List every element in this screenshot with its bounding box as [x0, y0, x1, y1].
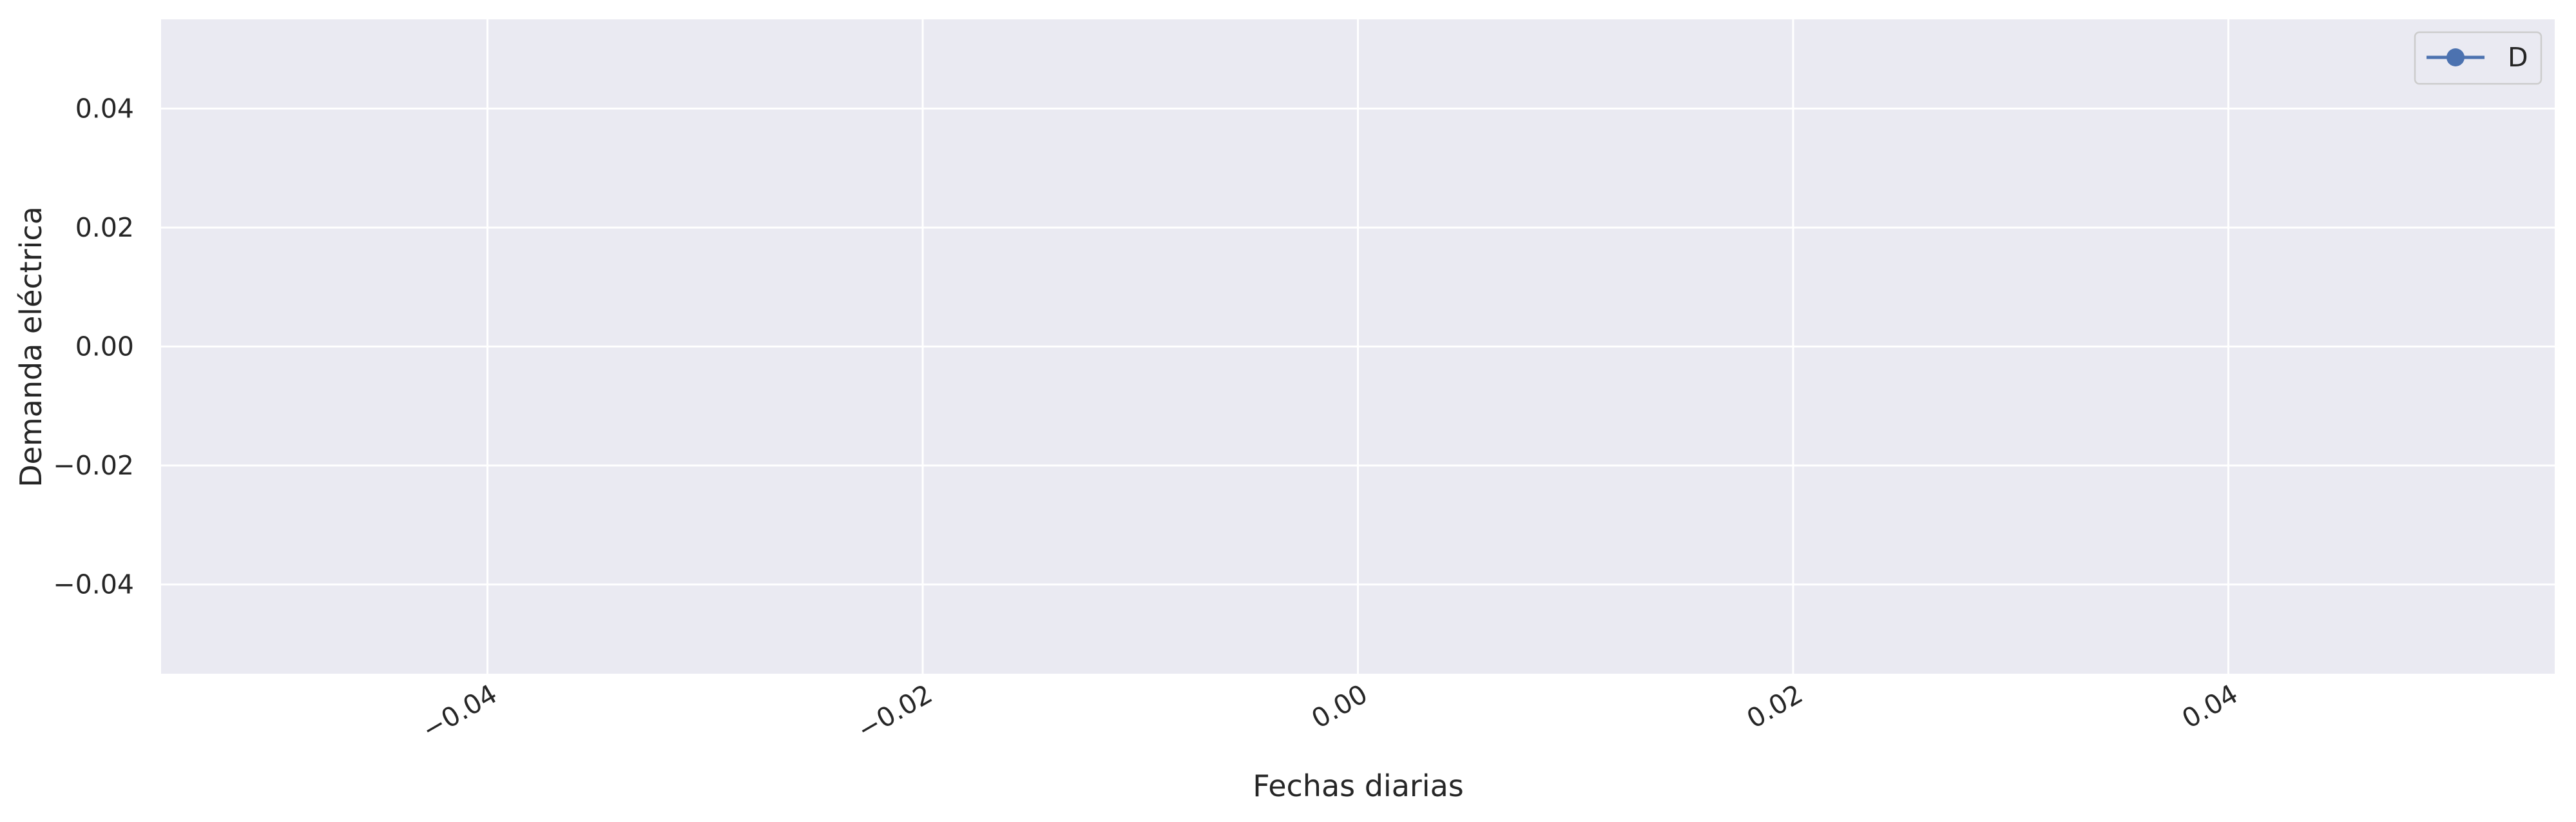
x-axis-label: Fechas diarias: [1253, 768, 1463, 803]
x-tick-label: −0.02: [852, 678, 937, 745]
horizontal-gridlines: [161, 107, 2555, 586]
x-tick-labels: −0.04 −0.02 0.00 0.02 0.04: [417, 678, 2244, 745]
legend: D: [2414, 31, 2542, 85]
y-tick-label: 0.04: [75, 93, 134, 124]
y-tick-labels: 0.04 0.02 0.00 −0.02 −0.04: [53, 93, 134, 600]
y-tick-label: −0.02: [53, 450, 134, 481]
x-tick-label: 0.02: [1742, 678, 1808, 734]
x-tick-label: 0.04: [2177, 678, 2243, 734]
x-tick-label: −0.04: [417, 678, 503, 745]
y-tick-label: 0.02: [75, 212, 134, 243]
y-tick-label: −0.04: [53, 569, 134, 600]
legend-circle-marker: [2446, 48, 2465, 66]
y-tick-label: 0.00: [75, 331, 134, 362]
y-axis-label: Demanda eléctrica: [14, 206, 48, 487]
legend-series-label: D: [2508, 42, 2528, 73]
x-tick-label: 0.00: [1306, 678, 1372, 734]
